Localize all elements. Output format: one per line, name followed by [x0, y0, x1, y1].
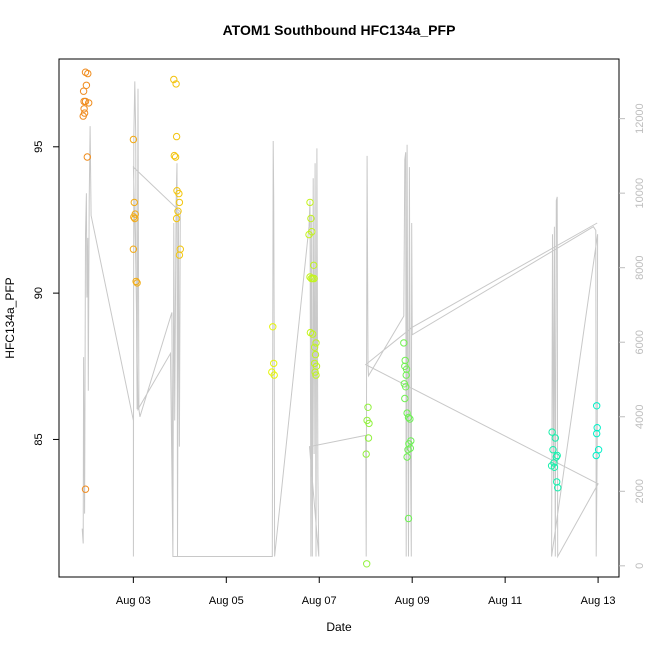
data-point [554, 484, 562, 492]
data-point [402, 371, 410, 379]
data-point [83, 153, 92, 161]
y2-tick-label: 0 [634, 563, 646, 569]
data-point [270, 359, 278, 368]
data-point [172, 80, 180, 88]
data-point [175, 189, 183, 198]
data-point [79, 87, 88, 95]
data-point [310, 261, 318, 269]
data-point [364, 403, 372, 411]
data-point [305, 230, 313, 239]
data-point [404, 446, 412, 454]
data-point [170, 75, 178, 84]
data-point [550, 463, 559, 471]
y2-tick-label: 8000 [634, 255, 646, 279]
x-tick-label: Aug 09 [395, 595, 430, 607]
data-point [129, 245, 138, 253]
x-axis-label: Date [326, 620, 352, 634]
data-point [548, 428, 556, 436]
x-tick-label: Aug 03 [116, 595, 151, 607]
data-point [84, 69, 92, 78]
x-axis: Aug 03 Aug 05 Aug 07 Aug 09 Aug 11 Aug 13 [116, 577, 616, 607]
data-point [172, 214, 181, 223]
data-point [309, 330, 317, 338]
chart-title: ATOM1 Southbound HFC134a_PFP [223, 22, 456, 38]
data-point [129, 135, 138, 144]
data-point [311, 368, 319, 376]
data-point [80, 105, 88, 113]
y2-tick-label: 4000 [634, 405, 646, 429]
y-tick-label: 95 [33, 141, 45, 153]
y2-tick-label: 12000 [634, 103, 646, 134]
data-point [362, 450, 370, 458]
data-point [175, 198, 184, 207]
data-point [174, 207, 182, 215]
data-point [403, 409, 411, 417]
data-point [364, 434, 373, 442]
data-point [171, 153, 180, 161]
data-point [310, 343, 319, 351]
data-point [401, 394, 409, 403]
data-point [593, 402, 601, 410]
data-point [131, 214, 139, 223]
plot-frame [58, 58, 620, 578]
y-tick-label: 85 [33, 433, 45, 445]
scatter-points [79, 68, 603, 568]
x-tick-label: Aug 05 [209, 595, 244, 607]
data-point [85, 99, 93, 107]
data-point [130, 198, 139, 207]
data-point [553, 451, 561, 460]
data-point [400, 339, 408, 347]
data-point [549, 446, 557, 454]
data-point [312, 339, 320, 347]
data-point [311, 350, 320, 359]
data-point [310, 274, 318, 283]
data-point [402, 383, 410, 391]
right-y-axis: 0 2000 4000 6000 8000 10000 12000 [619, 103, 646, 569]
data-point [406, 415, 414, 423]
data-point [270, 371, 278, 379]
x-tick-label: Aug 07 [302, 595, 337, 607]
data-point [172, 132, 181, 141]
data-point [132, 277, 140, 286]
data-point [365, 419, 373, 428]
data-point [551, 434, 559, 442]
x-tick-label: Aug 11 [488, 595, 522, 607]
data-point [593, 429, 601, 438]
data-point [79, 112, 87, 120]
data-point [170, 151, 179, 160]
data-point [82, 81, 91, 90]
data-point [130, 213, 138, 221]
data-point [312, 371, 320, 379]
data-point [81, 485, 90, 493]
series-line [81, 81, 599, 559]
y-axis: 85 90 95 [33, 141, 59, 446]
y2-tick-label: 6000 [634, 330, 646, 354]
x-tick-label: Aug 13 [581, 595, 616, 607]
right-axis-series [81, 81, 599, 559]
data-point [269, 323, 277, 331]
y-tick-label: 90 [33, 287, 45, 299]
data-point [307, 214, 315, 223]
data-point [592, 451, 600, 460]
data-point [133, 279, 141, 287]
y2-tick-label: 2000 [634, 479, 646, 503]
y-axis-label: HFC134a_PFP [3, 277, 17, 358]
data-point [404, 413, 413, 422]
data-point [306, 198, 314, 207]
data-point [404, 514, 413, 523]
y2-tick-label: 10000 [634, 178, 646, 209]
data-point [403, 453, 411, 461]
data-point [175, 251, 184, 259]
data-point [363, 560, 371, 568]
